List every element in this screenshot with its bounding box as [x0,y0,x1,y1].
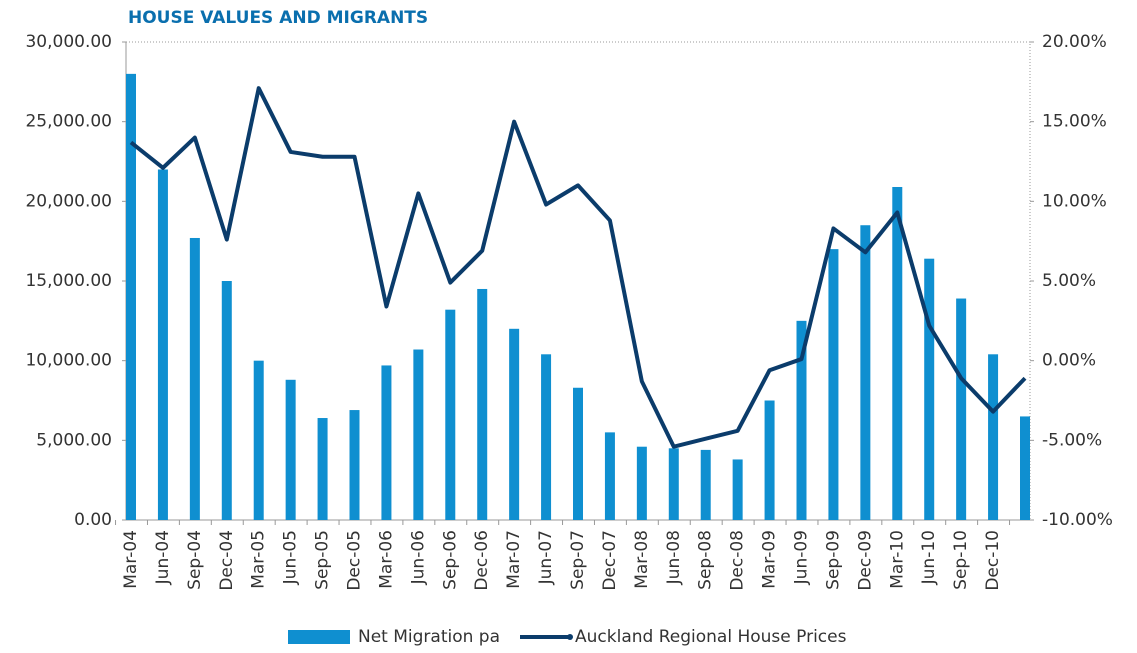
y2-tick-label: -5.00% [1042,430,1102,450]
legend-label: Auckland Regional House Prices [575,627,847,647]
x-tick-label: Dec-09 [855,530,875,591]
bar [988,354,999,520]
bar [1020,416,1030,520]
y-tick-label: 5,000.00 [36,430,112,450]
x-tick-label: Dec-08 [728,530,748,591]
legend-marker [567,634,573,640]
x-tick-label: Jun-04 [153,530,173,585]
x-tick-label: Dec-06 [472,530,492,591]
x-tick-label: Mar-07 [504,530,524,589]
x-tick-label: Dec-04 [217,530,237,591]
bar [221,281,232,520]
legend-swatch [288,630,350,644]
bar [253,360,264,520]
bar [413,349,424,520]
bar [445,309,456,520]
x-tick-label: Sep-04 [185,530,205,590]
y2-tick-label: 10.00% [1042,191,1107,211]
y-tick-label: 10,000.00 [25,351,112,371]
x-tick-label: Sep-08 [696,530,716,590]
bar [349,410,360,520]
line [129,86,1027,449]
bar [668,448,679,520]
y2-tick-label: 20.00% [1042,32,1107,52]
x-tick-label: Dec-05 [345,530,365,591]
bar [573,387,583,520]
bar [956,298,967,520]
x-tick-label: Dec-10 [983,530,1003,591]
y2-tick-label: 0.00% [1042,351,1096,371]
x-tick-label: Jun-05 [281,530,301,585]
bar [189,237,200,521]
x-tick-label: Jun-09 [792,530,812,585]
x-tick-label: Mar-09 [760,530,780,589]
bar [700,449,711,520]
bar [126,73,136,520]
bar [541,354,552,520]
bar [157,169,168,520]
x-tick-label: Sep-10 [951,530,971,590]
y-tick-label: 25,000.00 [25,112,112,132]
bar [892,186,903,520]
bar [796,320,807,520]
bar [764,400,775,520]
x-tick-label: Jun-06 [408,530,428,585]
x-tick-label: Mar-05 [249,530,269,589]
bar [860,225,871,520]
x-tick-label: Sep-07 [568,530,588,590]
x-tick-label: Mar-06 [376,530,396,589]
y2-tick-label: 15.00% [1042,112,1107,132]
x-tick-label: Sep-05 [313,530,333,590]
chart-title: HOUSE VALUES AND MIGRANTS [128,8,428,28]
y2-tick-label: -10.00% [1042,510,1113,530]
x-tick-label: Sep-06 [440,530,460,590]
y-tick-label: 20,000.00 [25,191,112,211]
x-tick-label: Sep-09 [823,530,843,590]
bar [924,258,935,520]
bar [509,328,520,520]
x-tick-label: Mar-08 [632,530,652,589]
bar [732,459,743,520]
x-tick-label: Jun-07 [536,530,556,585]
y-tick-label: 15,000.00 [25,271,112,291]
x-tick-label: Mar-04 [121,530,141,589]
bar [317,418,328,520]
y-tick-label: 0.00 [74,510,112,530]
x-tick-label: Dec-07 [600,530,620,591]
bar [828,249,839,520]
y2-tick-label: 5.00% [1042,271,1096,291]
bar [381,365,392,520]
bar [477,288,488,520]
bar [636,446,647,520]
x-tick-label: Jun-08 [664,530,684,585]
x-tick-label: Mar-10 [887,530,907,589]
bar [604,432,615,520]
x-tick-label: Jun-10 [919,530,939,585]
bar [285,379,296,520]
y-tick-label: 30,000.00 [25,32,112,52]
legend-label: Net Migration pa [358,627,500,647]
